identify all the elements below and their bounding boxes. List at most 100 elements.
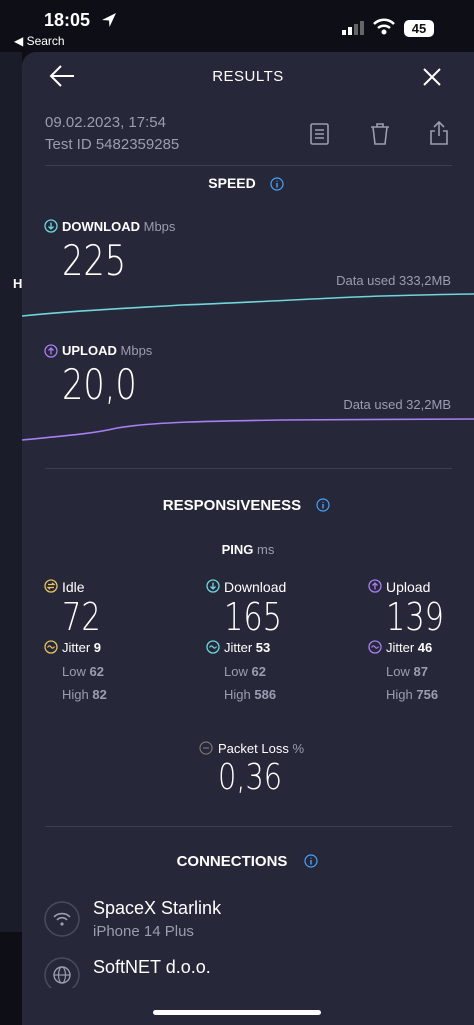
ping-type-label: Download [224, 579, 287, 595]
ping-value-text: 165 [224, 595, 283, 639]
wifi-icon [373, 18, 395, 35]
download-icon [44, 219, 58, 233]
divider [45, 165, 452, 166]
back-button[interactable] [48, 64, 76, 88]
ping-value: 139 [386, 598, 459, 637]
jitter-icon-wrap [206, 640, 220, 658]
upload-data-used: Data used 32,2MB [343, 397, 451, 412]
close-button[interactable] [422, 67, 442, 87]
high-label: High [224, 687, 251, 702]
share-button[interactable] [428, 120, 450, 146]
download-graph [22, 293, 474, 317]
ping-type-label: Upload [386, 579, 431, 595]
responsiveness-info[interactable] [316, 498, 330, 512]
ping-type: Download [224, 580, 286, 594]
connection-name: SpaceX Starlink [93, 898, 222, 918]
high-value: 756 [416, 687, 439, 702]
ping-high: High 82 [62, 688, 107, 701]
jitter-label: Jitter [62, 640, 91, 655]
back-to-search[interactable]: ◀ Search [14, 34, 65, 48]
ping-value-text: 139 [386, 595, 445, 639]
packet-loss-value: 0,36 [218, 757, 283, 798]
ping-high: High 586 [224, 688, 276, 701]
upload-icon [44, 344, 58, 358]
jitter-value: 53 [255, 640, 271, 655]
high-value: 586 [254, 687, 277, 702]
connections-title: CONNECTIONS [176, 853, 288, 870]
ping-type: Upload [386, 580, 430, 594]
test-id: Test ID 5482359285 [45, 136, 180, 153]
ping-icon [206, 579, 220, 593]
signal-icon [342, 21, 364, 35]
speed-info[interactable] [270, 177, 284, 191]
high-label: High [62, 687, 89, 702]
ping-low: Low 62 [224, 665, 266, 678]
low-value: 62 [89, 664, 104, 679]
connection-name: SoftNET d.o.o. [93, 957, 211, 977]
download-data-used: Data used 333,2MB [336, 273, 451, 288]
ping-icon [368, 579, 382, 593]
download-unit: Mbps [143, 219, 176, 234]
jitter-icon [368, 640, 382, 654]
ping-value-text: 72 [62, 595, 101, 639]
responsiveness-title: RESPONSIVENESS [162, 497, 302, 514]
ping-icon-wrap [368, 579, 382, 597]
test-date: 09.02.2023, 17:54 [45, 114, 166, 131]
home-indicator [153, 1010, 321, 1015]
wifi-connection-icon [44, 901, 80, 937]
jitter-value: 46 [417, 640, 433, 655]
packet-loss-label: Packet Loss [218, 741, 289, 756]
ping-icon [44, 579, 58, 593]
jitter: Jitter 9 [62, 641, 101, 654]
upload-value: 20,0 [62, 360, 137, 409]
low-label: Low [224, 664, 248, 679]
ping-low: Low 62 [62, 665, 104, 678]
location-icon [102, 13, 116, 27]
ping-low: Low 87 [386, 665, 428, 678]
results-sheet: RESULTS 09.02.2023, 17:54 Test ID 548235… [22, 52, 474, 1025]
jitter-icon-wrap [368, 640, 382, 658]
low-value: 87 [413, 664, 428, 679]
high-value: 82 [92, 687, 107, 702]
high-label: High [386, 687, 413, 702]
divider [45, 826, 452, 827]
ping-value: 165 [224, 598, 297, 637]
upload-graph [22, 418, 474, 441]
battery: 45 [404, 20, 434, 37]
ping-high: High 756 [386, 688, 438, 701]
report-button[interactable] [309, 122, 331, 146]
ping-icon-wrap [44, 579, 58, 597]
status-time: 18:05 [44, 10, 91, 30]
background-page [0, 52, 22, 932]
low-value: 62 [251, 664, 266, 679]
download-value: 225 [62, 236, 127, 285]
globe-icon [44, 957, 80, 988]
jitter-label: Jitter [224, 640, 253, 655]
background-letter: H [13, 276, 23, 291]
header-title: RESULTS [212, 68, 284, 85]
low-label: Low [386, 664, 410, 679]
upload-label: UPLOAD [62, 343, 117, 358]
jitter-label: Jitter [386, 640, 415, 655]
jitter-icon-wrap [44, 640, 58, 658]
ping-value: 72 [62, 598, 110, 637]
packet-loss-unit: % [292, 741, 305, 756]
jitter: Jitter 46 [386, 641, 432, 654]
ping-label: PING [221, 542, 254, 557]
download-label: DOWNLOAD [62, 219, 140, 234]
connection-detail: iPhone 14 Plus [93, 923, 194, 940]
jitter-icon [44, 640, 58, 654]
back-label: Search [26, 34, 65, 48]
divider [45, 468, 452, 469]
connections-info[interactable] [304, 854, 318, 868]
speed-title: SPEED [208, 175, 256, 191]
jitter-icon [206, 640, 220, 654]
ping-icon-wrap [206, 579, 220, 597]
delete-button[interactable] [369, 122, 391, 146]
jitter: Jitter 53 [224, 641, 270, 654]
jitter-value: 9 [93, 640, 102, 655]
ping-type-label: Idle [62, 579, 85, 595]
upload-unit: Mbps [120, 343, 153, 358]
ping-type: Idle [62, 580, 85, 594]
